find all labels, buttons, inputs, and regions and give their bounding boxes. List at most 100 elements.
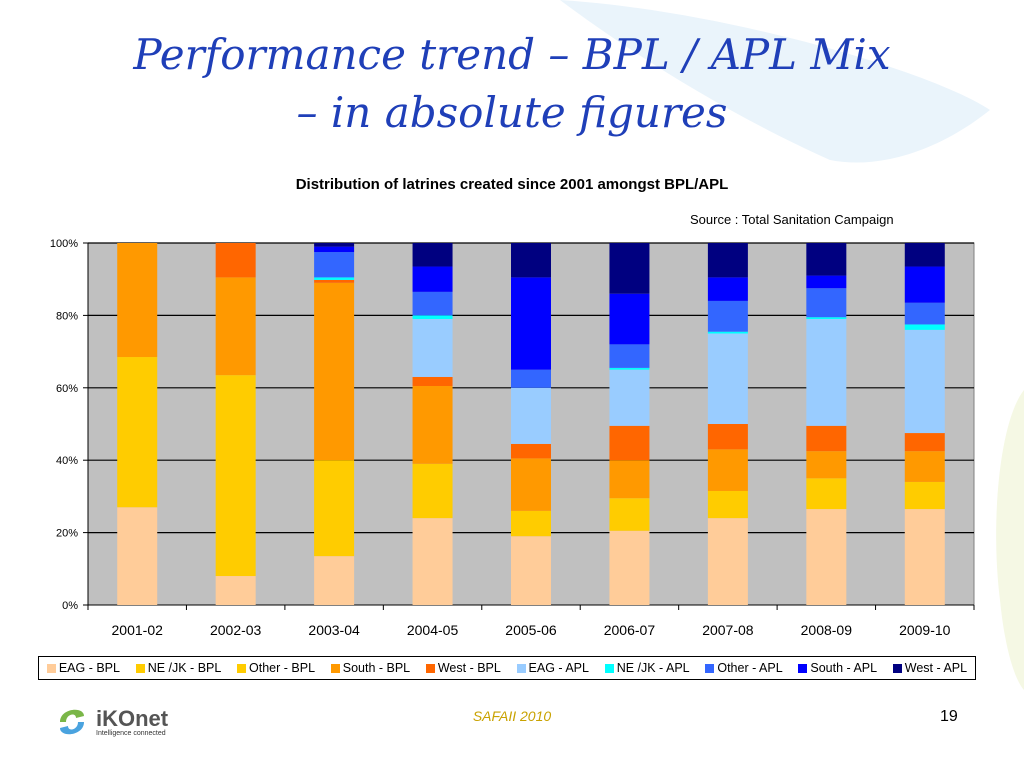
x-tick-label: 2008-09 xyxy=(801,622,853,638)
legend-swatch xyxy=(798,663,808,673)
bar-segment xyxy=(314,252,355,278)
bar-segment xyxy=(609,498,650,531)
bar-segment xyxy=(511,510,551,537)
x-tick-label: 2009-10 xyxy=(899,622,951,638)
logo-mark-icon xyxy=(60,709,84,735)
legend-label: Other - APL xyxy=(717,661,783,675)
bar-segment xyxy=(511,443,551,459)
legend-item: NE /JK - APL xyxy=(604,661,690,675)
bar-segment xyxy=(215,243,256,278)
bar-segment xyxy=(609,369,650,426)
legend-swatch xyxy=(892,663,902,673)
bar-segment xyxy=(707,424,748,450)
chart-title: Distribution of latrines created since 2… xyxy=(295,176,729,193)
company-logo: iKOnet Intelligence connected xyxy=(54,700,168,744)
chart-source-note: Source : Total Sanitation Campaign xyxy=(690,212,894,227)
bar-segment xyxy=(117,357,158,508)
legend-swatch xyxy=(604,663,614,673)
y-tick-label: 20% xyxy=(56,528,78,540)
x-tick-label: 2003-04 xyxy=(308,622,360,638)
bar-segment xyxy=(904,324,945,330)
x-tick-label: 2006-07 xyxy=(604,622,656,638)
x-tick-label: 2005-06 xyxy=(505,622,557,638)
legend-swatch xyxy=(135,663,145,673)
bar-segment xyxy=(806,425,847,452)
bar-segment xyxy=(904,302,945,325)
bar-segment xyxy=(215,277,256,376)
bar-segment xyxy=(609,344,650,368)
bar-segment xyxy=(806,509,847,605)
bar-segment xyxy=(412,385,453,464)
bar-segment xyxy=(707,490,748,519)
bar-segment xyxy=(314,460,355,557)
bar-segment xyxy=(412,291,453,316)
bar-segment xyxy=(511,369,551,388)
bar-segment xyxy=(511,458,551,511)
legend-label: EAG - BPL xyxy=(58,661,120,675)
bar-segment xyxy=(806,478,847,510)
bar-segment xyxy=(806,288,847,318)
bar-segment xyxy=(707,243,748,278)
logo-tagline: Intelligence connected xyxy=(96,729,166,737)
background-swoosh-top xyxy=(560,0,990,163)
x-tick-label: 2007-08 xyxy=(702,622,754,638)
legend-label: West - BPL xyxy=(437,661,501,675)
slide-title: Performance trend – BPL / APL Mix – in a… xyxy=(60,26,964,142)
bar-segment xyxy=(412,319,453,377)
bar-segment xyxy=(806,243,847,276)
bar-segment xyxy=(707,277,748,301)
x-tick-label: 2001-02 xyxy=(112,622,164,638)
y-tick-label: 0% xyxy=(62,600,78,612)
legend-label: NE /JK - BPL xyxy=(147,661,222,675)
bar-segment xyxy=(707,518,748,605)
bar-segment xyxy=(314,282,355,461)
bar-segment xyxy=(707,333,748,424)
bar-segment xyxy=(904,266,945,303)
bar-segment xyxy=(609,425,650,461)
bar-segment xyxy=(412,463,453,519)
page-number: 19 xyxy=(940,708,958,725)
legend-item: Other - APL xyxy=(705,661,783,675)
bar-segment xyxy=(904,481,945,510)
legend-swatch xyxy=(516,663,526,673)
bar-segment xyxy=(609,530,650,605)
legend-swatch xyxy=(705,663,715,673)
bar-segment xyxy=(314,279,355,283)
y-tick-label: 60% xyxy=(56,383,78,395)
bar-segment xyxy=(412,518,453,605)
legend-item: EAG - APL xyxy=(516,661,589,675)
bar-segment xyxy=(904,329,945,434)
bar-segment xyxy=(412,376,453,386)
legend-label: EAG - APL xyxy=(528,661,589,675)
bar-segment xyxy=(806,319,847,426)
bar-segment xyxy=(314,277,355,280)
slide-title-line-2: – in absolute figures xyxy=(296,88,728,137)
bar-segment xyxy=(609,460,650,499)
bar-segment xyxy=(707,300,748,332)
background-swoosh-right xyxy=(996,390,1024,690)
legend-item: Other - BPL xyxy=(237,661,315,675)
x-tick-label: 2004-05 xyxy=(407,622,459,638)
legend-item: NE /JK - BPL xyxy=(135,661,222,675)
bar-segment xyxy=(314,556,355,605)
chart-legend: EAG - BPL NE /JK - BPL Other - BPL South - … xyxy=(38,656,976,680)
legend-swatch xyxy=(237,663,247,673)
bar-segment xyxy=(806,275,847,289)
legend-item: South - APL xyxy=(798,661,877,675)
bar-segment xyxy=(215,576,256,605)
bar-segment xyxy=(511,277,551,370)
bar-segment xyxy=(707,449,748,491)
bar-segment xyxy=(412,266,453,292)
bar-segment xyxy=(904,509,945,605)
bar-segment xyxy=(117,507,158,605)
legend-label: Other - BPL xyxy=(249,661,316,675)
bar-segment xyxy=(511,387,551,444)
bar-segment xyxy=(904,243,945,267)
bar-segment xyxy=(314,246,355,253)
footer-text: SAFAII 2010 xyxy=(472,708,552,724)
y-tick-label: 40% xyxy=(56,455,78,467)
slide-title-line-1: Performance trend – BPL / APL Mix xyxy=(133,30,891,79)
bar-segment xyxy=(511,243,551,278)
